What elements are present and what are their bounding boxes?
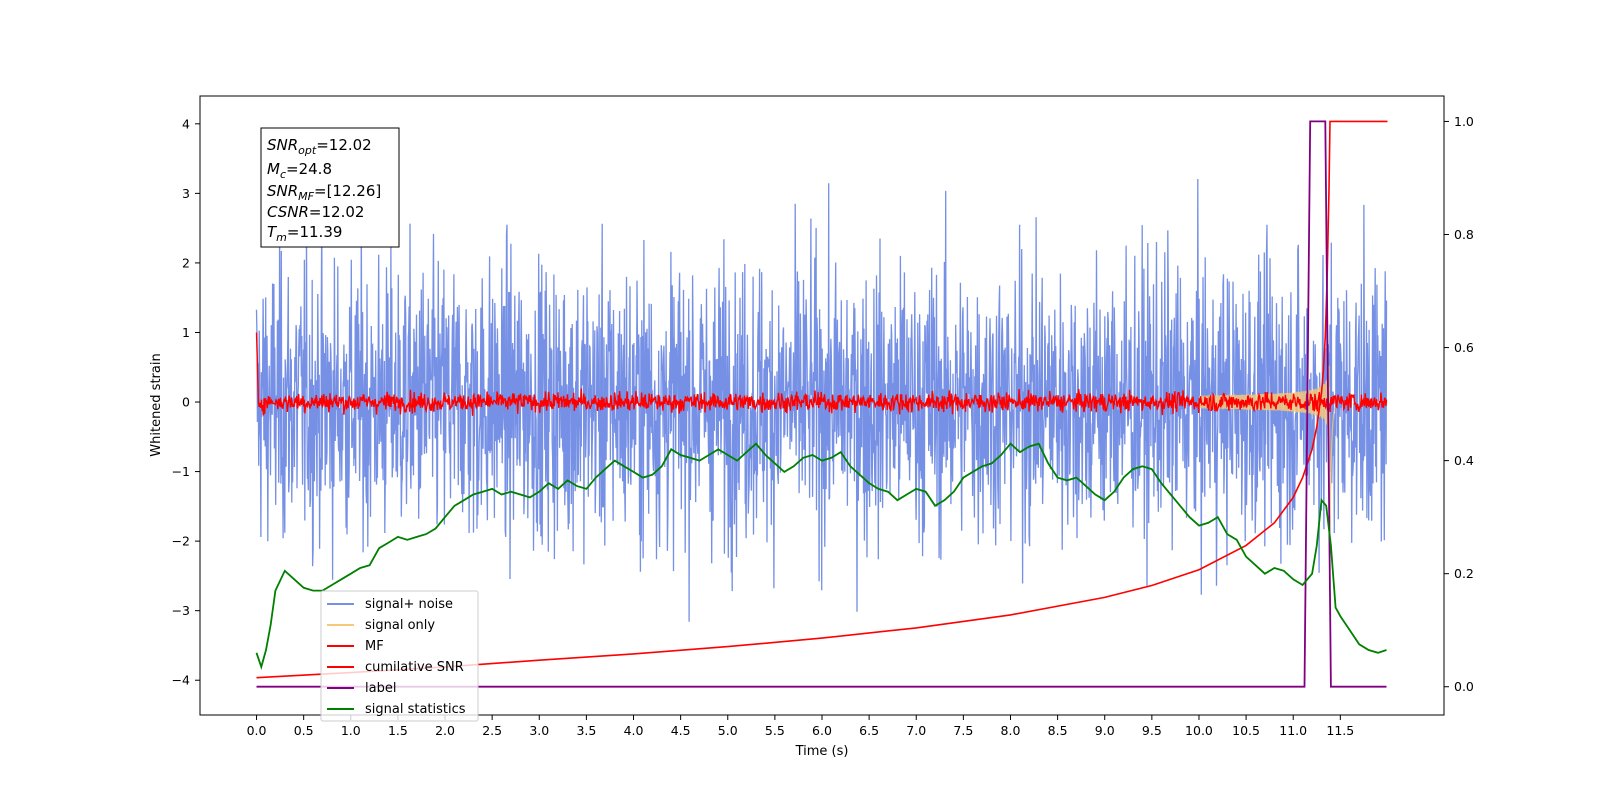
y-tick-label-right: 0.8 [1454, 227, 1474, 242]
y-axis-left: 4 3 2 1 0 −1 −2 −3 −4 [172, 116, 200, 688]
y-tick-label-left: −2 [172, 534, 190, 549]
y-tick-label-right: 0.2 [1454, 566, 1474, 581]
y-tick-label-left: −4 [172, 673, 190, 688]
x-tick-label: 9.5 [1142, 723, 1162, 738]
x-tick-label: 5.0 [718, 723, 738, 738]
x-tick-label: 7.5 [953, 723, 973, 738]
x-tick-label: 0.0 [247, 723, 267, 738]
y-tick-label-right: 0.0 [1454, 679, 1474, 694]
svg-text:MF: MF [365, 639, 384, 654]
x-tick-label: 8.5 [1048, 723, 1068, 738]
svg-text:signal statistics: signal statistics [365, 702, 466, 717]
x-tick-label: 6.5 [859, 723, 879, 738]
legend-item-signal-only: signal only [327, 618, 435, 633]
y-tick-label-left: 2 [182, 255, 190, 270]
x-tick-label: 11.5 [1326, 723, 1354, 738]
y-tick-label-left: −1 [172, 464, 190, 479]
svg-text:cumilative SNR: cumilative SNR [365, 660, 464, 675]
legend: signal+ noise signal only MF cumilative … [320, 590, 479, 722]
series-label [256, 120, 1387, 688]
x-tick-label: 11.0 [1279, 723, 1307, 738]
y-tick-label-left: −3 [172, 603, 190, 618]
x-tick-label: 4.0 [624, 723, 644, 738]
y-tick-label-left: 4 [182, 116, 190, 131]
svg-text:SNRopt=12.02: SNRopt=12.02 [267, 136, 372, 157]
y-axis-right: 1.0 0.8 0.6 0.4 0.2 0.0 [1444, 114, 1474, 694]
x-tick-label: 2.5 [482, 723, 502, 738]
info-box: SNRopt=12.02 Mc=24.8 SNRMF=[12.26] CSNR=… [260, 127, 400, 248]
x-tick-label: 8.0 [1001, 723, 1021, 738]
svg-text:signal only: signal only [365, 618, 435, 633]
svg-text:Tm=11.39: Tm=11.39 [267, 223, 342, 244]
x-tick-label: 4.5 [671, 723, 691, 738]
series-signal-statistics [255, 442, 1387, 670]
x-tick-label: 1.5 [388, 723, 408, 738]
plot-area [255, 120, 1388, 688]
x-tick-label: 6.0 [812, 723, 832, 738]
y-tick-label-left: 1 [182, 325, 190, 340]
svg-text:signal+ noise: signal+ noise [365, 597, 453, 612]
x-tick-label: 3.0 [529, 723, 549, 738]
legend-item-label: label [327, 681, 396, 696]
y-tick-label-left: 3 [182, 186, 190, 201]
x-tick-label: 9.0 [1095, 723, 1115, 738]
legend-item-signal-statistics: signal statistics [327, 702, 466, 717]
y-axis-label: Whitened strain [149, 353, 164, 456]
y-tick-label-right: 0.4 [1454, 453, 1474, 468]
svg-text:CSNR=12.02: CSNR=12.02 [267, 203, 364, 221]
x-axis-label: Time (s) [795, 744, 849, 759]
svg-text:SNRMF=[12.26]: SNRMF=[12.26] [267, 182, 381, 203]
x-tick-label: 10.5 [1232, 723, 1260, 738]
x-tick-label: 10.0 [1185, 723, 1213, 738]
x-tick-label: 5.5 [765, 723, 785, 738]
x-tick-label: 3.5 [576, 723, 596, 738]
y-tick-label-left: 0 [182, 395, 190, 410]
svg-text:label: label [365, 681, 396, 696]
y-tick-label-right: 0.6 [1454, 340, 1474, 355]
legend-item-signal-noise: signal+ noise [327, 597, 453, 612]
series-mf [255, 332, 1388, 416]
y-tick-label-right: 1.0 [1454, 114, 1474, 129]
legend-item-cumulative-snr: cumilative SNR [327, 660, 464, 675]
legend-item-mf: MF [327, 639, 384, 654]
x-tick-label: 2.0 [435, 723, 455, 738]
x-tick-label: 7.0 [906, 723, 926, 738]
x-tick-label: 1.0 [341, 723, 361, 738]
x-tick-label: 0.5 [294, 723, 314, 738]
svg-text:Mc=24.8: Mc=24.8 [267, 160, 332, 181]
x-axis: 0.0 0.5 1.0 1.5 2.0 2.5 3.0 3.5 4.0 4.5 5.0 5.5 6.0 6… [247, 715, 1354, 738]
